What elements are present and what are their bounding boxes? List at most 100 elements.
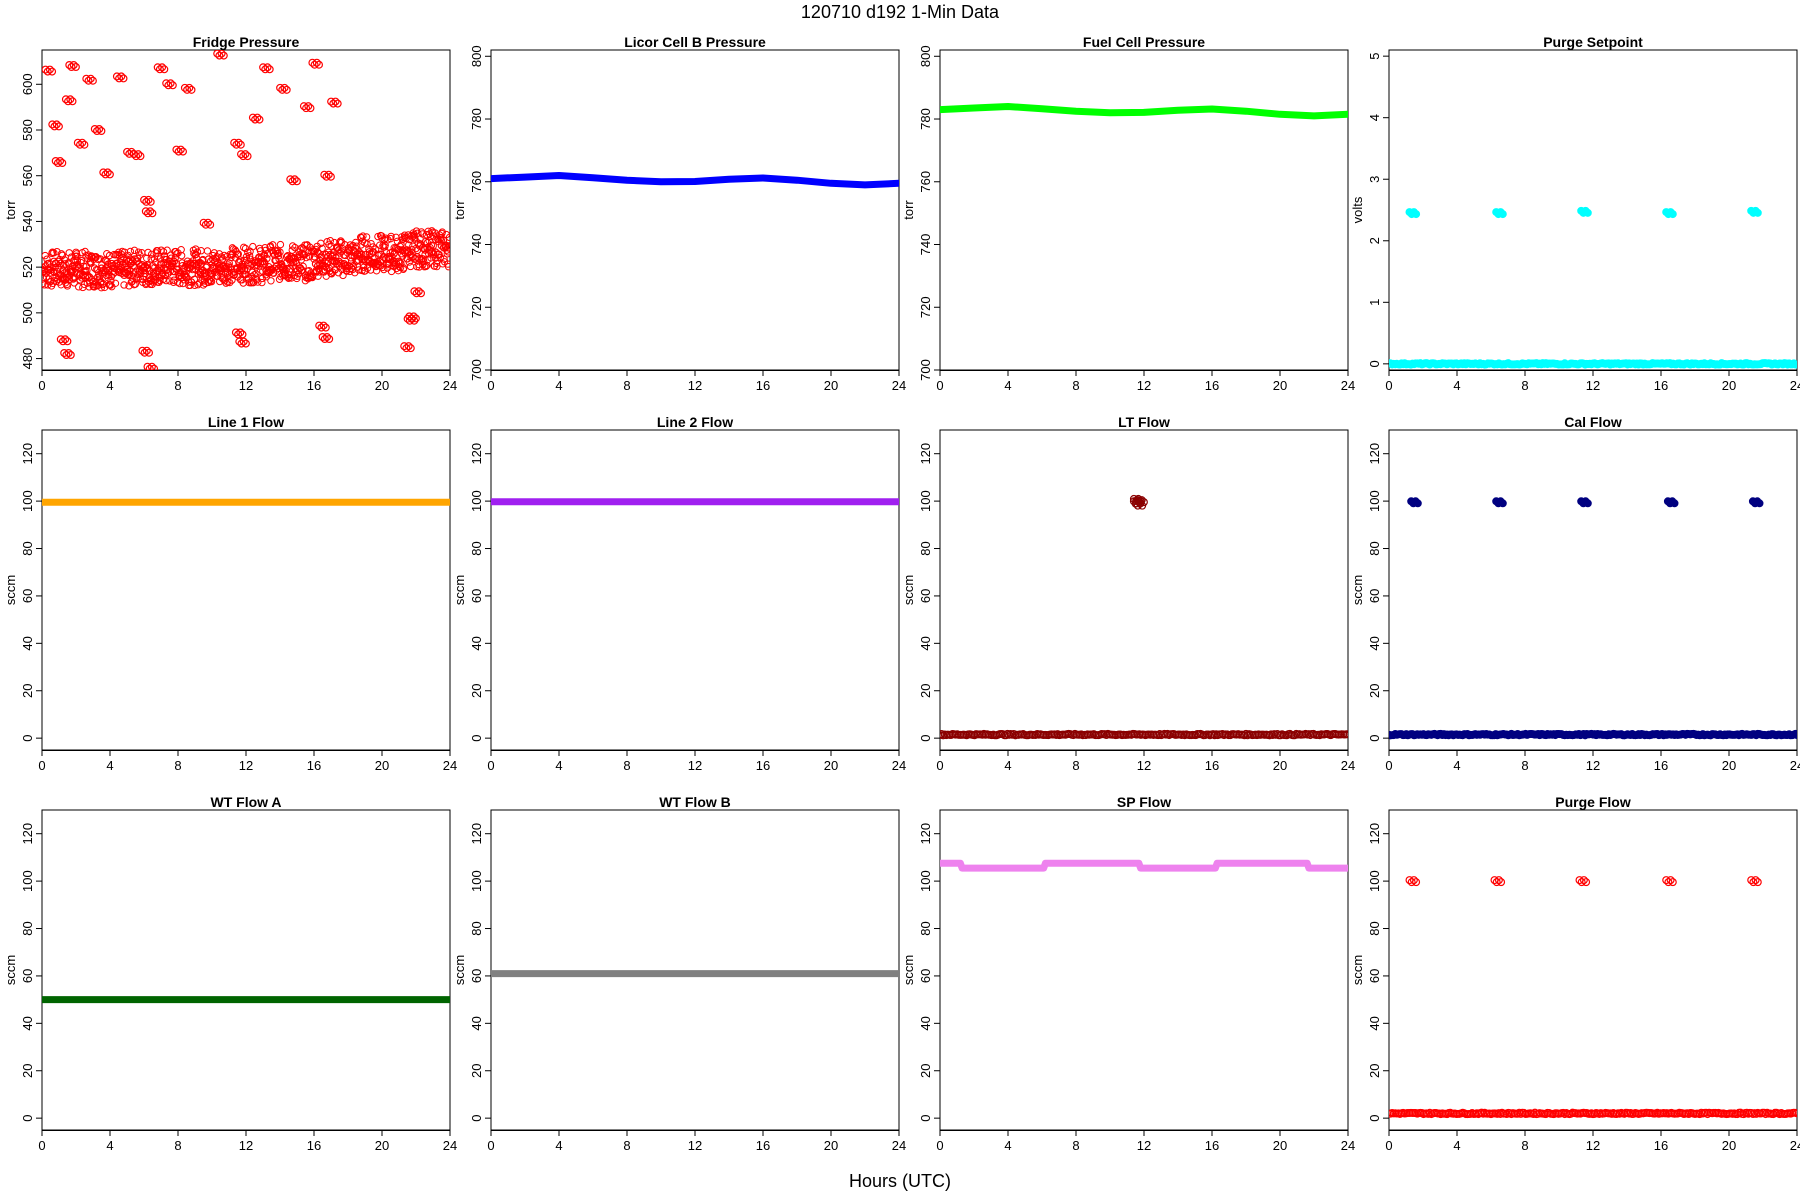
data-point	[209, 255, 218, 264]
plot-frame	[939, 429, 1349, 751]
data-point	[318, 261, 327, 270]
x-tick-label: 12	[688, 758, 702, 773]
data-point	[219, 262, 228, 271]
baseline-point	[1793, 1109, 1797, 1118]
data-point	[328, 252, 337, 261]
data-point	[97, 283, 106, 292]
data-point	[1498, 210, 1507, 219]
x-tick-label: 0	[38, 378, 45, 393]
y-tick-label: 0	[1367, 735, 1382, 742]
data-point	[412, 289, 421, 298]
panel-5: Line 1 Flow sccm 0 4 8 12 16 20 24 0 20 40 60 80 100 12…	[3, 414, 457, 773]
data-point	[253, 113, 262, 122]
data-point	[71, 62, 80, 71]
panel-title: Line 1 Flow	[208, 414, 284, 430]
data-point	[69, 60, 78, 69]
x-tick-label: 0	[487, 1138, 494, 1153]
data-point	[290, 175, 299, 184]
data-point	[217, 50, 226, 58]
data-point	[326, 250, 335, 259]
data-point	[329, 99, 338, 108]
data-point	[414, 287, 423, 296]
data-point	[287, 253, 296, 262]
y-tick-label: 780	[918, 108, 933, 130]
data-point	[178, 273, 187, 282]
x-tick-label: 12	[1137, 1138, 1151, 1153]
data-point	[431, 248, 440, 257]
baseline-point	[1344, 730, 1348, 739]
data-point	[255, 115, 264, 124]
y-tick-label: 700	[918, 359, 933, 381]
y-tick-label: 60	[1367, 969, 1382, 983]
data-point	[44, 266, 53, 275]
y-tick-label: 100	[469, 870, 484, 892]
x-tick-label: 12	[1586, 378, 1600, 393]
data-point	[274, 252, 283, 260]
x-tick-label: 8	[623, 1138, 630, 1153]
data-point	[361, 257, 370, 266]
data-point	[404, 342, 413, 351]
data-point	[115, 74, 124, 83]
panel-9: WT Flow A sccm 0 4 8 12 16 20 24 0 20 40 60 80 100 120	[3, 794, 457, 1153]
y-tick-label: 560	[20, 165, 35, 187]
data-point	[105, 170, 114, 179]
data-point	[289, 255, 298, 264]
data-point	[304, 102, 313, 111]
y-tick-label: 580	[20, 119, 35, 141]
data-point	[142, 346, 151, 355]
data-point	[119, 74, 128, 83]
data-point	[279, 264, 288, 273]
data-point	[128, 257, 137, 266]
series-12	[1389, 876, 1797, 1119]
data-point	[353, 250, 362, 259]
x-tick-label: 4	[1004, 1138, 1011, 1153]
data-point	[357, 233, 366, 242]
data-point	[239, 337, 248, 346]
data-point	[319, 321, 328, 330]
data-point	[67, 62, 76, 71]
data-point	[143, 264, 152, 273]
data-point	[112, 259, 121, 268]
data-point	[56, 259, 65, 268]
data-point	[433, 262, 441, 271]
y-tick-label: 540	[20, 211, 35, 233]
data-point	[45, 65, 54, 74]
y-tick-label: 80	[20, 921, 35, 935]
y-tick-label: 40	[20, 636, 35, 650]
data-point	[196, 268, 205, 277]
panel-title: WT Flow B	[659, 794, 731, 810]
data-point	[335, 245, 343, 254]
data-point	[422, 262, 430, 271]
series-4	[1389, 206, 1797, 369]
y-tick-label: 60	[1367, 589, 1382, 603]
data-point	[1135, 498, 1144, 507]
data-point	[444, 263, 450, 271]
data-point	[126, 247, 135, 256]
panel-title: Line 2 Flow	[657, 414, 733, 430]
x-tick-label: 16	[307, 378, 321, 393]
data-point	[1139, 498, 1148, 507]
data-point	[302, 104, 311, 113]
x-tick-label: 4	[1004, 378, 1011, 393]
y-tick-label: 80	[1367, 921, 1382, 935]
data-point	[444, 260, 450, 268]
data-point	[86, 74, 95, 83]
data-point	[237, 339, 246, 348]
y-tick-label: 80	[20, 541, 35, 555]
data-point	[221, 264, 230, 273]
data-point	[402, 246, 411, 255]
data-point	[185, 83, 194, 92]
data-point	[62, 273, 71, 282]
data-point	[445, 242, 450, 250]
data-point	[187, 85, 196, 94]
y-tick-label: 80	[918, 541, 933, 555]
data-point	[316, 259, 325, 268]
data-point	[362, 233, 371, 241]
y-tick-label: 120	[20, 823, 35, 845]
x-tick-label: 12	[1137, 758, 1151, 773]
data-point	[131, 280, 140, 288]
data-point	[132, 152, 141, 161]
data-point	[445, 233, 450, 242]
x-tick-label: 24	[1790, 758, 1800, 773]
x-tick-label: 8	[1521, 378, 1528, 393]
